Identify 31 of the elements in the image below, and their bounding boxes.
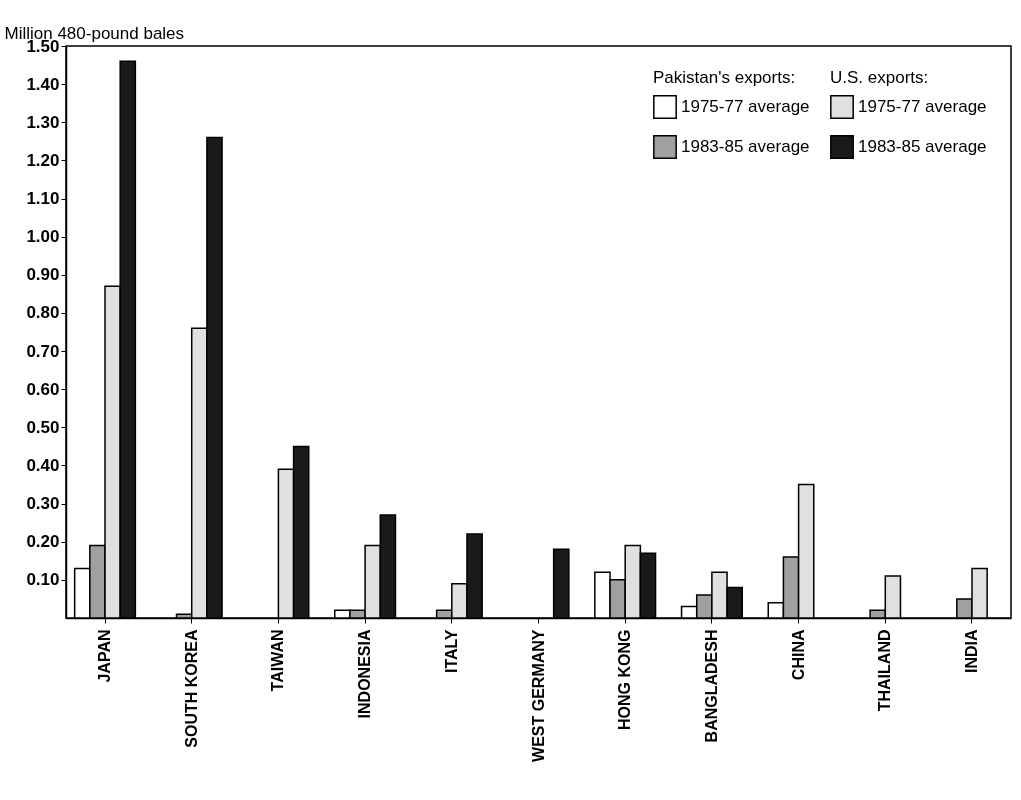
legend-label: 1975-77 average [681,97,810,116]
x-tick-label: SOUTH KOREA [182,629,200,748]
x-tick-label: CHINA [789,629,807,681]
y-tick-label: 0.40 [26,455,60,475]
text: U.S. exports: [830,68,929,87]
y-tick-label: 1.30 [26,112,60,132]
y-tick-label: 0.10 [26,570,60,590]
x-tick-label: INDIA [962,629,980,674]
y-tick-label: 0.90 [26,265,60,285]
y-tick-label: 0.30 [26,494,60,514]
legend-label: 1983-85 average [681,137,810,156]
x-tick-label: BANGLADESH [702,629,720,743]
legend-label: 1975-77 average [858,97,987,116]
x-tick-label: TAIWAN [269,629,287,692]
x-tick-label: HONG KONG [616,629,634,730]
x-tick-label: THAILAND [876,629,894,712]
legend-label: 1983-85 average [858,137,987,156]
x-tick-label: INDONESIA [356,629,374,719]
x-tick-label: WEST GERMANY [529,629,547,762]
y-tick-label: 0.80 [26,303,60,323]
x-tick-label: JAPAN [96,629,114,683]
x-tick-label: ITALY [442,629,460,674]
y-tick-label: 0.70 [26,341,60,361]
y-tick-label: 0.20 [26,532,60,552]
y-tick-label: 1.00 [26,227,60,247]
y-tick-label: 1.10 [26,189,60,209]
y-tick-label: 0.50 [26,417,60,437]
y-tick-label: 1.40 [26,74,60,94]
y-tick-label: 1.20 [26,150,60,170]
text: Pakistan's exports: [653,68,796,87]
y-tick-label: 0.60 [26,379,60,399]
